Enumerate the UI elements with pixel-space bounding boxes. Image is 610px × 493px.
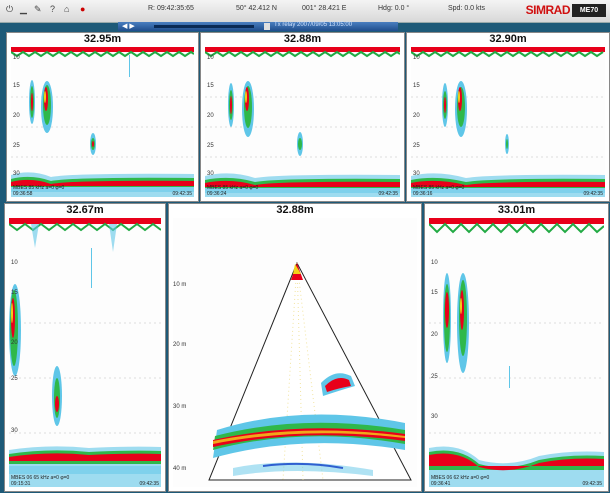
echogram-panel-3[interactable]: 32.90m 10 15 20 25 30 MBES 85 kHz a=0 [406,32,610,202]
depth-title: 32.90m [489,33,527,45]
end-time: 09:42:35 [378,191,398,197]
start-time: 09:15:31 [11,481,31,487]
depth-tick: 30 [11,428,18,434]
echogram-panel-4[interactable]: 32.67m 10 15 20 25 30 MBES 06 [4,203,166,492]
depth-title: 32.95m [83,33,122,45]
depth-tick: 25 [13,143,20,149]
heading-readout: Hdg: 0.0 ° [378,5,410,12]
echogram-plot: 10 15 20 25 30 MBES 06 65 kHz a=0 φ=0 09… [9,218,161,487]
echogram-plot: 10 15 20 25 30 MBES 85 kHz a=0 φ=0 09:36… [205,47,400,197]
echogram-plot: 10 15 20 25 30 MBES 06 62 kHz a=0 φ=0 09… [429,218,604,487]
start-time: 09:36:16 [413,191,433,197]
speed-readout: Spd: 0.0 kts [448,5,485,12]
fan-depth-tick: 30 m [173,404,187,410]
echogram-graphic [411,47,605,197]
depth-tick: 25 [413,143,420,149]
depth-tick: 30 [413,171,420,177]
depth-tick: 30 [431,414,438,420]
echogram-panel-6[interactable]: 33.01m 10 15 20 25 30 MBES 06 62 kHz a=0… [424,203,609,492]
echogram-panel-2[interactable]: 32.88m 10 15 20 25 30 MBES 85 kHz a=0 [200,32,405,202]
transducer-info: MBES 85 kHz a=0 φ=0 [207,185,259,191]
transducer-info: MBES 85 kHz a=0 φ=0 [13,185,65,191]
depth-tick: 15 [431,290,438,296]
depth-tick: 20 [11,340,18,346]
echogram-graphic [11,47,194,197]
lock-icon[interactable]: ⌂ [64,4,70,14]
fan-plot: 10 m 20 m 30 m 40 m [173,218,417,487]
depth-tick: 20 [13,113,20,119]
depth-tick: 20 [207,113,214,119]
depth-title: 32.67m [66,204,104,216]
brand-logo: SIMRAD [525,3,571,17]
transducer-info: MBES 85 kHz a=0 φ=0 [413,185,465,191]
swath-fan-panel[interactable]: 32.88m 10 m 20 m 30 m 40 m [168,203,422,492]
start-time: 09:36:24 [207,191,227,197]
depth-tick: 25 [207,143,214,149]
end-time: 09:42:35 [582,481,602,487]
depth-tick: 30 [13,171,20,177]
transducer-info: MBES 06 62 kHz a=0 φ=0 [431,475,490,481]
help-icon[interactable]: ? [50,4,56,14]
depth-title: 33.01m [497,204,536,216]
depth-tick: 10 [11,260,18,266]
minimize-icon[interactable]: ▁ [20,4,27,14]
replay-file-label: Tx relay 2007/09/05 13:05:00 [274,22,353,28]
start-time: 09:36:41 [431,481,451,487]
latitude-readout: 50° 42.412 N [236,5,277,12]
settings-icon[interactable]: ✎ [34,4,42,14]
end-time: 09:42:35 [139,481,159,487]
echogram-graphic [429,218,604,487]
model-badge: ME70 [572,4,606,17]
echogram-panel-1[interactable]: 32.95m 10 [6,32,199,202]
power-icon[interactable]: ⏻ [6,4,14,14]
depth-tick: 30 [207,171,214,177]
depth-tick: 20 [431,332,438,338]
fan-depth-tick: 20 m [173,342,187,348]
fan-depth-tick: 10 m [173,282,187,288]
echogram-plot: 10 15 20 25 30 MBES 85 kHz a=0 φ=0 09:36… [411,47,605,197]
echogram-plot: 10 15 20 25 30 MBES 85 kHz a=0 φ=0 09:36… [11,47,194,197]
depth-tick: 10 [431,260,438,266]
depth-tick: 15 [413,83,420,89]
replay-slider-track[interactable] [154,25,254,28]
depth-tick: 25 [431,374,438,380]
echogram-graphic [205,47,400,197]
fan-graphic [208,261,412,481]
end-time: 09:42:35 [172,191,192,197]
depth-tick: 15 [207,83,214,89]
fan-depth-tick: 40 m [173,466,187,472]
transducer-info: MBES 06 65 kHz a=0 φ=0 [11,475,70,481]
play-icon[interactable]: ◀ ▶ [122,23,135,30]
depth-tick: 25 [11,376,18,382]
longitude-readout: 001° 28.421 E [302,5,347,12]
top-toolbar: ⏻ ▁ ✎ ? ⌂ ● R: 09:42:35:65 50° 42.412 N … [0,0,610,23]
replay-transport-bar: ◀ ▶ Tx relay 2007/09/05 13:05:00 [118,22,398,31]
end-time: 09:42:35 [583,191,603,197]
depth-title: 32.88m [283,33,322,45]
echogram-graphic [9,218,161,487]
depth-title: 32.88m [276,204,314,216]
depth-tick: 20 [413,113,420,119]
depth-tick: 15 [11,290,18,296]
depth-tick: 10 [207,55,214,61]
depth-tick: 10 [413,55,420,61]
start-time: 09:36:58 [13,191,33,197]
replay-slider-handle[interactable] [264,23,270,30]
time-readout: R: 09:42:35:65 [148,5,194,12]
record-icon[interactable]: ● [80,4,86,14]
depth-tick: 10 [13,55,20,61]
depth-tick: 15 [13,83,20,89]
